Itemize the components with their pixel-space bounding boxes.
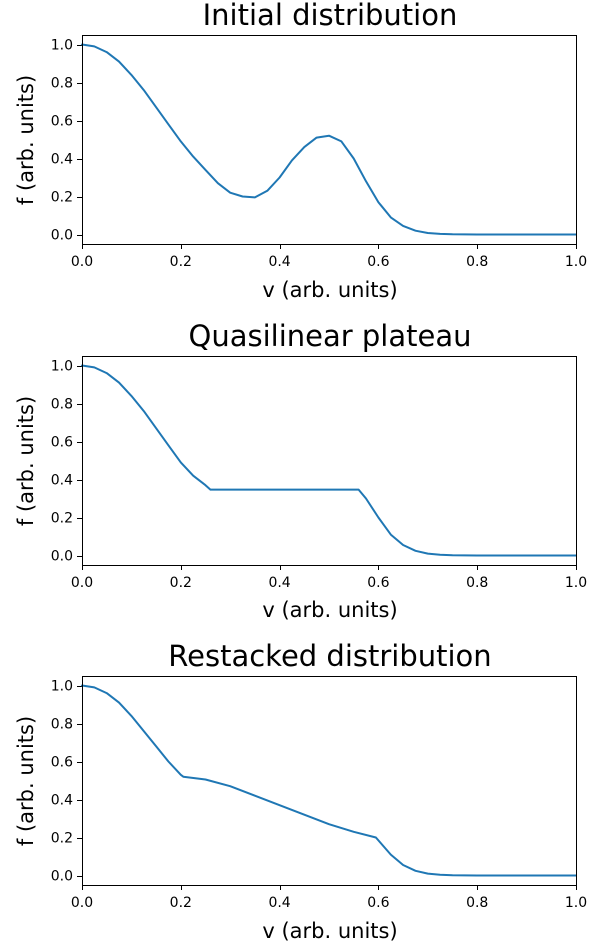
x-tick-label: 0.8 bbox=[466, 575, 488, 591]
y-tick-label: 1.0 bbox=[51, 38, 73, 54]
y-tick-label: 0.8 bbox=[51, 397, 73, 413]
y-tick-label: 1.0 bbox=[51, 679, 73, 695]
y-tick-label: 0.6 bbox=[51, 435, 73, 451]
x-axis-label: v (arb. units) bbox=[262, 278, 397, 302]
y-tick-label: 1.0 bbox=[51, 359, 73, 375]
x-tick-label: 0.8 bbox=[466, 254, 488, 270]
chart-title: Quasilinear plateau bbox=[189, 319, 472, 353]
x-ticks: 0.0 0.2 0.4 0.6 0.8 1.0 bbox=[71, 565, 587, 591]
series-line bbox=[81, 684, 577, 877]
y-tick-label: 0.2 bbox=[51, 190, 73, 206]
x-tick-label: 0.6 bbox=[367, 575, 389, 591]
x-ticks: 0.0 0.2 0.4 0.6 0.8 1.0 bbox=[71, 885, 587, 911]
x-axis-label: v (arb. units) bbox=[262, 919, 397, 943]
y-tick-label: 0.4 bbox=[51, 793, 73, 809]
plot-frame bbox=[82, 35, 577, 245]
y-tick-label: 0.2 bbox=[51, 511, 73, 527]
y-tick-label: 0.8 bbox=[51, 76, 73, 92]
y-tick-label: 0.6 bbox=[51, 114, 73, 130]
chart-panel-plateau: Quasilinear plateau 0.0 0.2 0.4 0.6 0.8 1.0 0… bbox=[14, 319, 587, 622]
x-tick-label: 1.0 bbox=[565, 895, 587, 911]
x-axis-label: v (arb. units) bbox=[262, 598, 397, 622]
chart-panel-initial: Initial distribution 0.0 0.2 0.4 0.6 0.8 1.0 … bbox=[14, 0, 587, 302]
chart-title: Initial distribution bbox=[203, 0, 458, 32]
chart-title: Restacked distribution bbox=[168, 639, 491, 673]
y-tick-label: 0.0 bbox=[51, 869, 73, 885]
x-tick-label: 0.4 bbox=[268, 254, 290, 270]
x-tick-label: 0.6 bbox=[367, 895, 389, 911]
y-tick-label: 0.6 bbox=[51, 755, 73, 771]
y-axis-label: f (arb. units) bbox=[14, 75, 38, 205]
x-tick-label: 1.0 bbox=[565, 575, 587, 591]
y-ticks: 0.0 0.2 0.4 0.6 0.8 1.0 bbox=[51, 679, 82, 885]
x-tick-label: 0.4 bbox=[268, 575, 290, 591]
y-ticks: 0.0 0.2 0.4 0.6 0.8 1.0 bbox=[51, 359, 82, 565]
plot-frame bbox=[82, 676, 577, 886]
x-tick-label: 0.0 bbox=[71, 575, 93, 591]
x-tick-label: 0.2 bbox=[170, 254, 192, 270]
y-tick-label: 0.4 bbox=[51, 152, 73, 168]
x-tick-label: 0.2 bbox=[170, 895, 192, 911]
x-tick-label: 0.0 bbox=[71, 895, 93, 911]
x-tick-label: 0.0 bbox=[71, 254, 93, 270]
y-axis-label: f (arb. units) bbox=[14, 716, 38, 846]
series-line bbox=[81, 43, 577, 236]
y-tick-label: 0.8 bbox=[51, 717, 73, 733]
series-line bbox=[81, 364, 577, 557]
x-tick-label: 0.2 bbox=[170, 575, 192, 591]
y-tick-label: 0.0 bbox=[51, 228, 73, 244]
x-ticks: 0.0 0.2 0.4 0.6 0.8 1.0 bbox=[71, 244, 587, 270]
series-layer bbox=[81, 43, 577, 236]
y-ticks: 0.0 0.2 0.4 0.6 0.8 1.0 bbox=[51, 38, 82, 244]
series-layer bbox=[81, 364, 577, 557]
series-layer bbox=[81, 684, 577, 877]
x-tick-label: 0.8 bbox=[466, 895, 488, 911]
x-tick-label: 0.6 bbox=[367, 254, 389, 270]
y-axis-label: f (arb. units) bbox=[14, 396, 38, 526]
y-tick-label: 0.2 bbox=[51, 831, 73, 847]
plot-frame bbox=[82, 356, 577, 566]
x-tick-label: 0.4 bbox=[268, 895, 290, 911]
chart-panel-restacked: Restacked distribution 0.0 0.2 0.4 0.6 0.8 1.… bbox=[14, 639, 587, 943]
x-tick-label: 1.0 bbox=[565, 254, 587, 270]
y-tick-label: 0.0 bbox=[51, 549, 73, 565]
y-tick-label: 0.4 bbox=[51, 473, 73, 489]
